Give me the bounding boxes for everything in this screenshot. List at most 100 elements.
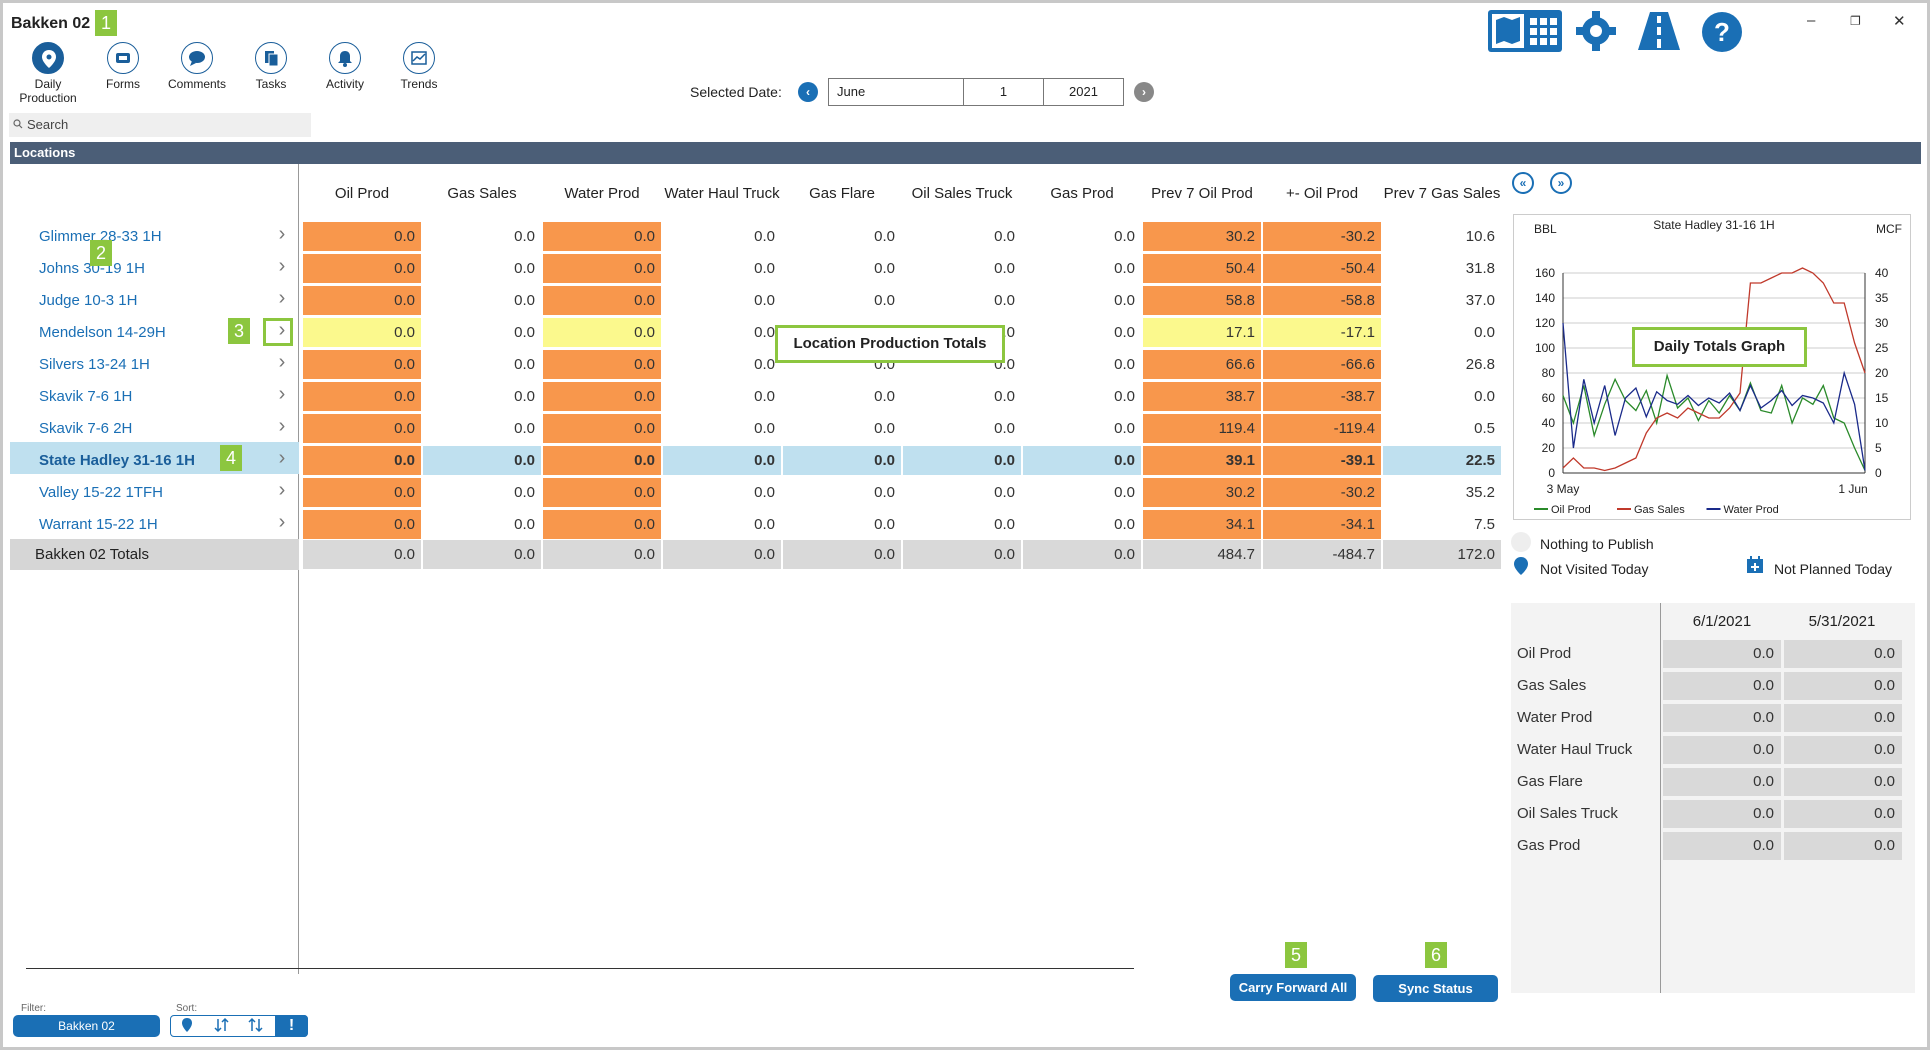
chevron-right-icon[interactable]: › (278, 383, 286, 405)
table-cell[interactable]: -30.2 (1263, 478, 1381, 507)
chevron-right-icon[interactable]: › (278, 351, 286, 373)
sort-priority-button[interactable]: ! (275, 1015, 308, 1037)
table-cell[interactable]: 0.0 (303, 414, 421, 443)
minimize-button[interactable]: – (1807, 12, 1816, 29)
location-name[interactable]: Silvers 13-24 1H (39, 356, 150, 373)
sort-descending-button[interactable] (241, 1017, 271, 1035)
table-cell[interactable]: 0.0 (1023, 286, 1141, 315)
location-name[interactable]: State Hadley 31-16 1H (39, 452, 195, 469)
table-cell[interactable]: 0.0 (303, 350, 421, 379)
table-cell[interactable]: 0.0 (303, 286, 421, 315)
table-cell[interactable]: 66.6 (1143, 350, 1261, 379)
table-cell[interactable]: 0.0 (303, 222, 421, 251)
fast-forward-button[interactable]: » (1550, 172, 1572, 194)
column-header[interactable]: Oil Sales Truck (911, 185, 1013, 203)
table-cell[interactable]: 0.0 (303, 446, 421, 475)
table-cell[interactable]: 0.0 (1023, 510, 1141, 539)
table-cell[interactable]: 0.0 (543, 446, 661, 475)
toolbar-trends[interactable]: Trends (384, 42, 454, 91)
table-cell[interactable]: 0.0 (1383, 382, 1501, 411)
search-input[interactable]: Search (9, 113, 311, 137)
location-name[interactable]: Valley 15-22 1TFH (39, 484, 163, 501)
table-cell[interactable]: 0.0 (663, 446, 781, 475)
year-field[interactable]: 2021 (1043, 78, 1124, 106)
table-cell[interactable]: 0.0 (543, 222, 661, 251)
table-cell[interactable]: 39.1 (1143, 446, 1261, 475)
table-cell[interactable]: 0.0 (903, 478, 1021, 507)
location-name[interactable]: Warrant 15-22 1H (39, 516, 158, 533)
table-cell[interactable]: -17.1 (1263, 318, 1381, 347)
rewind-button[interactable]: « (1512, 172, 1534, 194)
column-header[interactable]: +- Oil Prod (1285, 185, 1359, 203)
location-name[interactable]: Mendelson 14-29H (39, 324, 166, 341)
table-cell[interactable]: 0.0 (663, 510, 781, 539)
table-cell[interactable]: 0.0 (1023, 414, 1141, 443)
table-cell[interactable]: -38.7 (1263, 382, 1381, 411)
map-grid-view-button[interactable] (1488, 10, 1562, 52)
column-header[interactable]: Prev 7 Gas Sales (1383, 185, 1501, 203)
table-cell[interactable]: 0.0 (303, 478, 421, 507)
table-cell[interactable]: 26.8 (1383, 350, 1501, 379)
table-cell[interactable]: 0.0 (543, 350, 661, 379)
table-cell[interactable]: 0.0 (423, 350, 541, 379)
table-cell[interactable]: 0.0 (1023, 382, 1141, 411)
table-cell[interactable]: -34.1 (1263, 510, 1381, 539)
table-cell[interactable]: 0.0 (543, 414, 661, 443)
chevron-right-icon[interactable]: › (278, 255, 286, 277)
table-cell[interactable]: 0.0 (1023, 478, 1141, 507)
table-cell[interactable]: -58.8 (1263, 286, 1381, 315)
column-header[interactable]: Water Haul Truck (664, 185, 780, 203)
table-cell[interactable]: 0.0 (783, 222, 901, 251)
sync-status-button[interactable]: Sync Status (1373, 975, 1498, 1002)
table-cell[interactable]: 0.0 (303, 510, 421, 539)
table-cell[interactable]: 0.0 (423, 478, 541, 507)
table-cell[interactable]: 0.0 (903, 222, 1021, 251)
close-button[interactable]: ✕ (1893, 13, 1906, 30)
location-name[interactable]: Skavik 7-6 2H (39, 420, 133, 437)
table-cell[interactable]: 0.0 (903, 286, 1021, 315)
column-header[interactable]: Oil Prod (334, 185, 390, 203)
table-cell[interactable]: 0.0 (903, 382, 1021, 411)
month-field[interactable]: June (828, 78, 964, 106)
column-header[interactable]: Prev 7 Oil Prod (1151, 185, 1253, 203)
table-cell[interactable]: 0.0 (663, 414, 781, 443)
table-cell[interactable]: 0.0 (783, 478, 901, 507)
column-header[interactable]: Gas Prod (1050, 185, 1114, 203)
table-cell[interactable]: 0.0 (423, 222, 541, 251)
table-cell[interactable]: 0.0 (903, 414, 1021, 443)
column-header[interactable]: Water Prod (564, 185, 640, 203)
table-cell[interactable]: 0.0 (1383, 318, 1501, 347)
table-cell[interactable]: 0.0 (303, 382, 421, 411)
settings-button[interactable] (1573, 10, 1619, 57)
chevron-right-icon[interactable]: › (278, 447, 286, 469)
table-cell[interactable]: 0.0 (423, 254, 541, 283)
table-cell[interactable]: 22.5 (1383, 446, 1501, 475)
chevron-right-icon[interactable]: › (278, 479, 286, 501)
table-cell[interactable]: 0.0 (903, 446, 1021, 475)
chevron-right-icon[interactable]: › (278, 223, 286, 245)
table-cell[interactable]: 0.0 (423, 510, 541, 539)
chevron-right-icon[interactable]: › (278, 511, 286, 533)
chevron-right-icon[interactable]: › (278, 287, 286, 309)
table-cell[interactable]: 0.0 (783, 446, 901, 475)
table-cell[interactable]: 0.0 (663, 318, 781, 347)
table-cell[interactable]: 0.0 (783, 286, 901, 315)
table-cell[interactable]: 31.8 (1383, 254, 1501, 283)
toolbar-daily-production[interactable]: Daily Production (13, 42, 83, 105)
table-cell[interactable]: 0.0 (423, 446, 541, 475)
table-cell[interactable]: -50.4 (1263, 254, 1381, 283)
table-cell[interactable]: 7.5 (1383, 510, 1501, 539)
table-cell[interactable]: 0.0 (783, 382, 901, 411)
toolbar-tasks[interactable]: Tasks (236, 42, 306, 91)
help-button[interactable]: ? (1700, 10, 1744, 59)
prev-date-button[interactable]: ‹ (798, 82, 818, 102)
day-field[interactable]: 1 (963, 78, 1044, 106)
toolbar-forms[interactable]: Forms (88, 42, 158, 91)
table-cell[interactable]: -119.4 (1263, 414, 1381, 443)
table-cell[interactable]: 0.0 (543, 254, 661, 283)
table-cell[interactable]: 0.0 (1023, 222, 1141, 251)
table-cell[interactable]: 0.0 (303, 254, 421, 283)
table-cell[interactable]: 0.0 (543, 510, 661, 539)
table-cell[interactable]: 0.0 (903, 510, 1021, 539)
table-cell[interactable]: 0.0 (543, 286, 661, 315)
